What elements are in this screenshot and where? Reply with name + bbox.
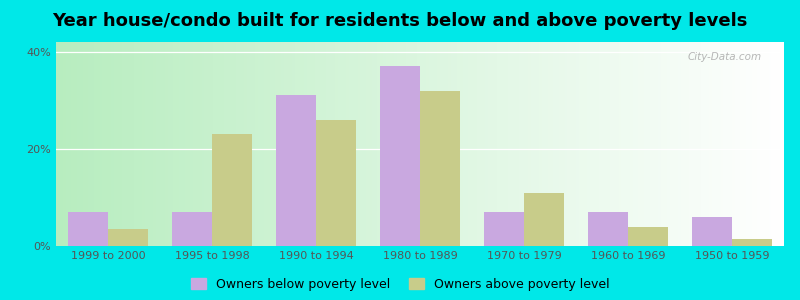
Bar	[693, 217, 732, 246]
Bar	[628, 226, 667, 246]
Bar	[420, 91, 459, 246]
Bar	[485, 212, 524, 246]
Bar	[316, 120, 355, 246]
Bar	[69, 212, 108, 246]
Text: Year house/condo built for residents below and above poverty levels: Year house/condo built for residents bel…	[52, 12, 748, 30]
Bar	[732, 239, 771, 246]
Bar	[212, 134, 251, 246]
Bar	[173, 212, 212, 246]
Legend: Owners below poverty level, Owners above poverty level: Owners below poverty level, Owners above…	[190, 278, 610, 291]
Text: City-Data.com: City-Data.com	[688, 52, 762, 62]
Bar	[524, 193, 563, 246]
Bar	[589, 212, 628, 246]
Bar	[108, 229, 147, 246]
Bar	[381, 66, 420, 246]
Bar	[277, 95, 316, 246]
